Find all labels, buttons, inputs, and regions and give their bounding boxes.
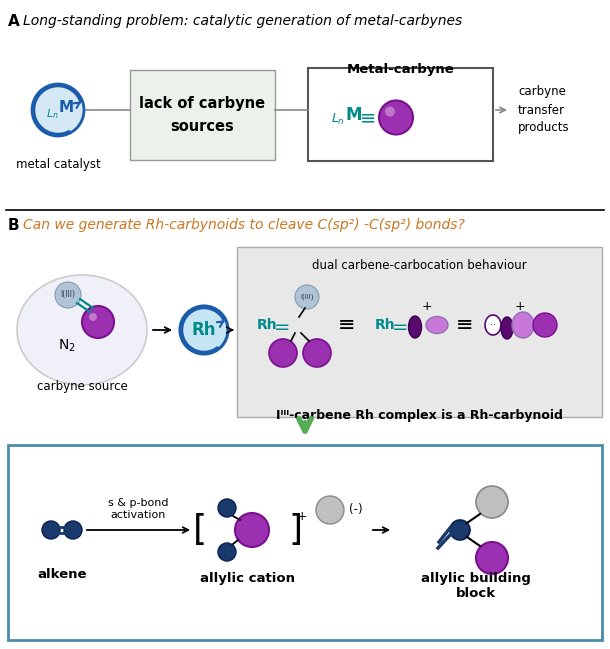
Text: =: =	[392, 317, 408, 336]
Text: ≡: ≡	[339, 315, 356, 335]
Text: carbyne source: carbyne source	[37, 380, 127, 393]
Text: +: +	[515, 300, 525, 313]
Text: M: M	[346, 106, 362, 125]
FancyBboxPatch shape	[237, 247, 602, 417]
Circle shape	[295, 285, 319, 309]
Circle shape	[269, 339, 297, 367]
Circle shape	[316, 496, 344, 524]
Ellipse shape	[485, 315, 501, 335]
Ellipse shape	[501, 317, 513, 339]
Text: alkene: alkene	[37, 568, 87, 581]
Text: ]: ]	[289, 513, 303, 547]
Circle shape	[303, 339, 331, 367]
Text: I(III): I(III)	[60, 291, 76, 299]
Circle shape	[32, 84, 84, 136]
Circle shape	[235, 513, 269, 547]
Circle shape	[89, 313, 97, 321]
FancyBboxPatch shape	[130, 70, 275, 160]
Circle shape	[55, 282, 81, 308]
Text: $L_n$: $L_n$	[331, 112, 345, 127]
Text: lack of carbyne
sources: lack of carbyne sources	[140, 97, 265, 134]
Circle shape	[379, 101, 413, 134]
Ellipse shape	[17, 275, 147, 385]
Circle shape	[533, 313, 557, 337]
Circle shape	[450, 520, 470, 540]
Text: ≡: ≡	[456, 315, 474, 335]
Ellipse shape	[409, 316, 422, 338]
Circle shape	[218, 499, 236, 517]
Circle shape	[476, 542, 508, 574]
Text: I(III): I(III)	[300, 294, 314, 300]
Circle shape	[82, 306, 114, 338]
Ellipse shape	[426, 317, 448, 334]
Text: Rh: Rh	[192, 321, 217, 339]
Text: Rh: Rh	[375, 318, 395, 332]
Text: $L_n$: $L_n$	[46, 107, 59, 121]
Text: Rh: Rh	[257, 318, 278, 332]
Text: B: B	[8, 218, 20, 233]
Text: allylic building
block: allylic building block	[421, 572, 531, 600]
Circle shape	[476, 486, 508, 518]
Circle shape	[385, 106, 395, 117]
Text: Long-standing problem: catalytic generation of metal-carbynes: Long-standing problem: catalytic generat…	[23, 14, 462, 28]
Circle shape	[42, 521, 60, 539]
Text: N$_2$: N$_2$	[58, 337, 76, 354]
Circle shape	[218, 543, 236, 561]
Text: dual carbene-carbocation behaviour: dual carbene-carbocation behaviour	[312, 259, 527, 272]
Text: ≡: ≡	[360, 108, 376, 127]
Text: +: +	[422, 300, 432, 313]
Text: =: =	[274, 317, 290, 336]
Ellipse shape	[512, 312, 534, 338]
Text: carbyne
transfer
products: carbyne transfer products	[518, 86, 570, 134]
Text: Metal-carbyne: Metal-carbyne	[346, 63, 454, 76]
Text: s & p-bond
activation: s & p-bond activation	[108, 498, 168, 520]
Text: +: +	[296, 509, 307, 522]
Text: allylic cation: allylic cation	[199, 572, 295, 585]
Text: Iᴵᴵᴵ-carbene Rh complex is a Rh-carbynoid: Iᴵᴵᴵ-carbene Rh complex is a Rh-carbynoi…	[276, 409, 563, 422]
Text: Can we generate Rh-carbynoids to cleave C(sp²) -C(sp²) bonds?: Can we generate Rh-carbynoids to cleave …	[23, 218, 465, 232]
Text: [: [	[193, 513, 207, 547]
FancyBboxPatch shape	[308, 68, 493, 161]
Text: metal catalyst: metal catalyst	[16, 158, 101, 171]
Text: A: A	[8, 14, 20, 29]
Text: ··: ··	[490, 320, 496, 330]
FancyBboxPatch shape	[8, 445, 602, 640]
Circle shape	[180, 306, 228, 354]
Text: M: M	[59, 101, 74, 116]
Circle shape	[64, 521, 82, 539]
Text: (-): (-)	[349, 504, 362, 517]
